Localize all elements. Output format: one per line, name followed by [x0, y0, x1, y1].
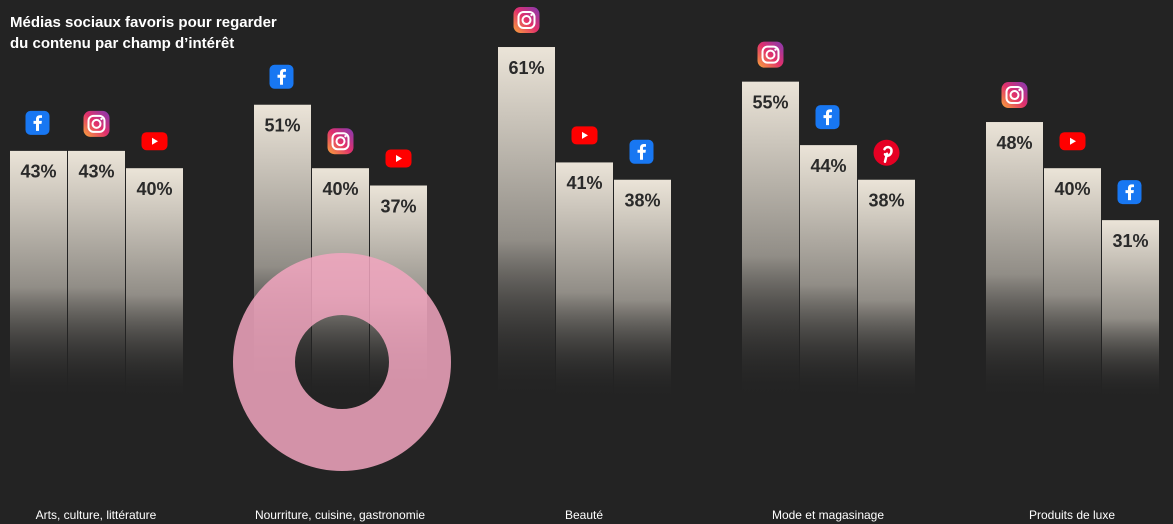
value-label: 40% — [322, 179, 358, 199]
icon-glyph — [87, 114, 106, 133]
bar — [800, 145, 857, 399]
instagram-icon — [83, 110, 110, 137]
icon-bg — [1001, 82, 1028, 109]
bar — [556, 162, 613, 399]
icon-glyph — [765, 49, 776, 60]
category-label: Arts, culture, littérature — [36, 508, 157, 522]
category-label: Produits de luxe — [1029, 508, 1115, 522]
icon-glyph — [100, 117, 103, 121]
icon-glyph — [335, 136, 346, 147]
icon-glyph — [1009, 90, 1020, 101]
value-label: 38% — [624, 190, 660, 210]
bar — [858, 179, 915, 399]
value-label: 48% — [996, 133, 1032, 153]
value-label: 41% — [566, 173, 602, 193]
value-label: 31% — [1112, 231, 1148, 251]
value-label: 38% — [868, 190, 904, 210]
bar — [1044, 168, 1101, 399]
icon-glyph — [1125, 184, 1134, 201]
chart-title: Médias sociaux favoris pour regarder — [10, 14, 277, 31]
value-label: 55% — [752, 92, 788, 112]
youtube-icon — [141, 132, 168, 151]
icon-glyph — [823, 109, 832, 126]
icon-glyph — [1018, 88, 1021, 92]
bar — [126, 168, 183, 399]
bar — [498, 47, 555, 399]
icon-glyph — [396, 155, 402, 163]
bar — [1102, 220, 1159, 399]
value-label: 43% — [20, 162, 56, 182]
youtube-icon — [1059, 132, 1086, 151]
youtube-icon — [571, 126, 598, 145]
icon-glyph — [530, 13, 533, 17]
category-label: Beauté — [565, 508, 603, 522]
icon-bg — [757, 41, 784, 68]
icon-bg — [513, 7, 540, 34]
instagram-icon — [757, 41, 784, 68]
chart-title: du contenu par champ d’intérêt — [10, 35, 234, 52]
icon-glyph — [637, 144, 646, 160]
value-label: 40% — [136, 179, 172, 199]
icon-glyph — [582, 131, 588, 139]
icon-glyph — [277, 69, 286, 85]
facebook-icon — [1117, 180, 1142, 205]
icon-glyph — [774, 48, 777, 51]
value-label: 37% — [380, 196, 416, 216]
category-label: Nourriture, cuisine, gastronomie — [255, 508, 425, 522]
bar — [986, 122, 1043, 399]
bar — [742, 81, 799, 400]
icon-glyph — [331, 132, 350, 151]
value-label: 44% — [810, 156, 846, 176]
instagram-icon — [1001, 82, 1028, 109]
icon-glyph — [91, 118, 102, 129]
bar — [68, 150, 125, 399]
category-label: Mode et magasinage — [772, 508, 884, 522]
facebook-icon — [269, 64, 294, 89]
value-label: 43% — [78, 162, 114, 182]
icon-glyph — [344, 135, 347, 138]
icon-glyph — [1070, 137, 1076, 145]
youtube-icon — [385, 149, 412, 168]
instagram-icon — [327, 128, 354, 155]
bar — [614, 179, 671, 399]
icon-bg — [327, 128, 354, 155]
icon-glyph — [152, 137, 158, 145]
pinterest-icon — [873, 139, 900, 166]
icon-glyph — [517, 11, 536, 30]
facebook-icon — [629, 139, 654, 164]
facebook-icon — [815, 105, 840, 130]
donut-illustration — [233, 253, 451, 471]
value-label: 40% — [1054, 179, 1090, 199]
facebook-icon — [25, 110, 50, 135]
icon-glyph — [761, 45, 780, 64]
icon-glyph — [883, 145, 893, 163]
icon-glyph — [33, 115, 42, 131]
instagram-icon — [513, 7, 540, 34]
bar — [10, 150, 67, 399]
icon-glyph — [521, 15, 532, 26]
value-label: 51% — [264, 115, 300, 135]
icon-bg — [83, 110, 110, 137]
icon-glyph — [1005, 86, 1024, 105]
value-label: 61% — [508, 58, 544, 78]
